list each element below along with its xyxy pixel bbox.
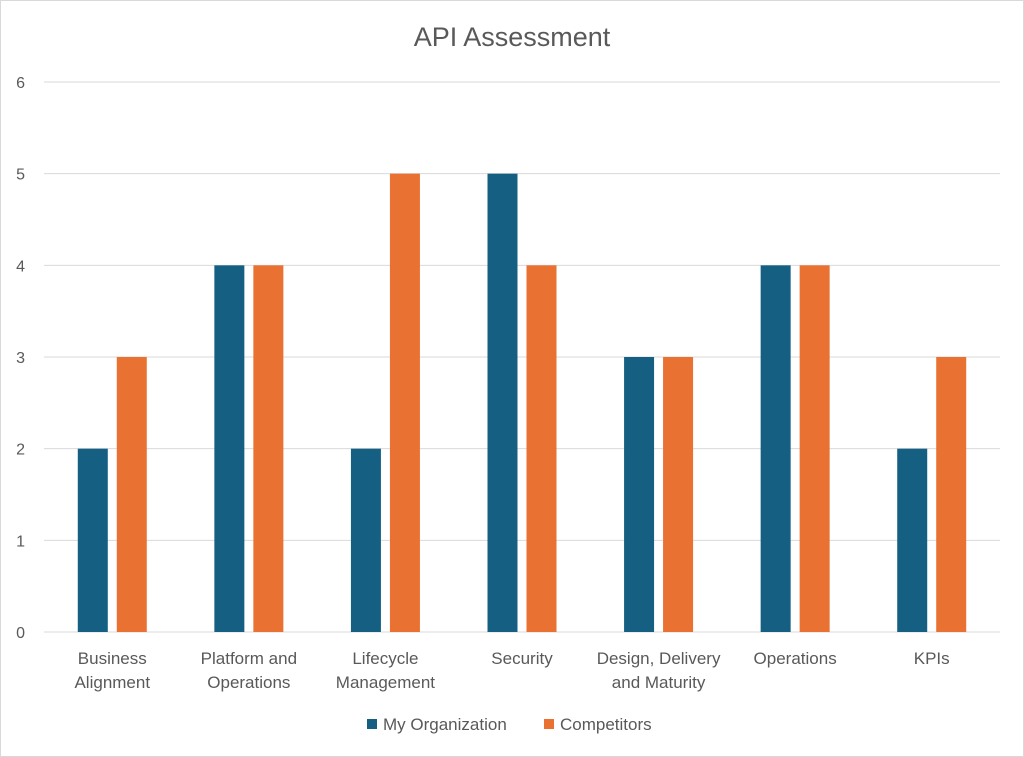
y-tick-label: 1 bbox=[16, 533, 25, 550]
category-label: and Maturity bbox=[612, 673, 706, 692]
y-axis-ticks: 0 1 2 3 4 5 6 bbox=[16, 75, 25, 642]
y-tick-label: 0 bbox=[16, 625, 25, 642]
bar-competitors bbox=[936, 357, 967, 632]
category-label: Security bbox=[491, 649, 553, 668]
bar-my-organization bbox=[624, 357, 655, 632]
category-labels: Business Alignment Platform and Operations L… bbox=[74, 649, 949, 692]
bar-my-organization bbox=[760, 265, 791, 632]
bar-competitors bbox=[663, 357, 694, 632]
bar-my-organization bbox=[214, 265, 245, 632]
y-tick-label: 5 bbox=[16, 167, 25, 184]
category-label: Business bbox=[78, 649, 147, 668]
y-tick-label: 6 bbox=[16, 75, 25, 92]
bars bbox=[77, 173, 967, 632]
bar-competitors bbox=[389, 173, 420, 632]
category-label: KPIs bbox=[914, 649, 950, 668]
legend-label: Competitors bbox=[560, 715, 652, 734]
bar-my-organization bbox=[350, 448, 381, 632]
y-tick-label: 4 bbox=[16, 258, 25, 275]
gridlines bbox=[44, 81, 1000, 633]
category-label: Operations bbox=[754, 649, 837, 668]
category-label: Management bbox=[336, 673, 436, 692]
category-label: Platform and bbox=[201, 649, 297, 668]
bar-competitors bbox=[526, 265, 557, 632]
bar-competitors bbox=[253, 265, 284, 632]
bar-my-organization bbox=[897, 448, 928, 632]
legend-swatch bbox=[367, 719, 377, 729]
y-tick-label: 3 bbox=[16, 350, 25, 367]
category-label: Lifecycle bbox=[352, 649, 418, 668]
chart-title: API Assessment bbox=[414, 22, 611, 52]
category-label: Alignment bbox=[74, 673, 150, 692]
legend-label: My Organization bbox=[383, 715, 507, 734]
bar-competitors bbox=[799, 265, 830, 632]
category-label: Design, Delivery bbox=[597, 649, 721, 668]
legend-swatch bbox=[544, 719, 554, 729]
y-tick-label: 2 bbox=[16, 442, 25, 459]
bar-competitors bbox=[116, 357, 147, 632]
category-label: Operations bbox=[207, 673, 290, 692]
bar-my-organization bbox=[77, 448, 108, 632]
bar-my-organization bbox=[487, 173, 518, 632]
legend: My Organization Competitors bbox=[367, 715, 652, 734]
